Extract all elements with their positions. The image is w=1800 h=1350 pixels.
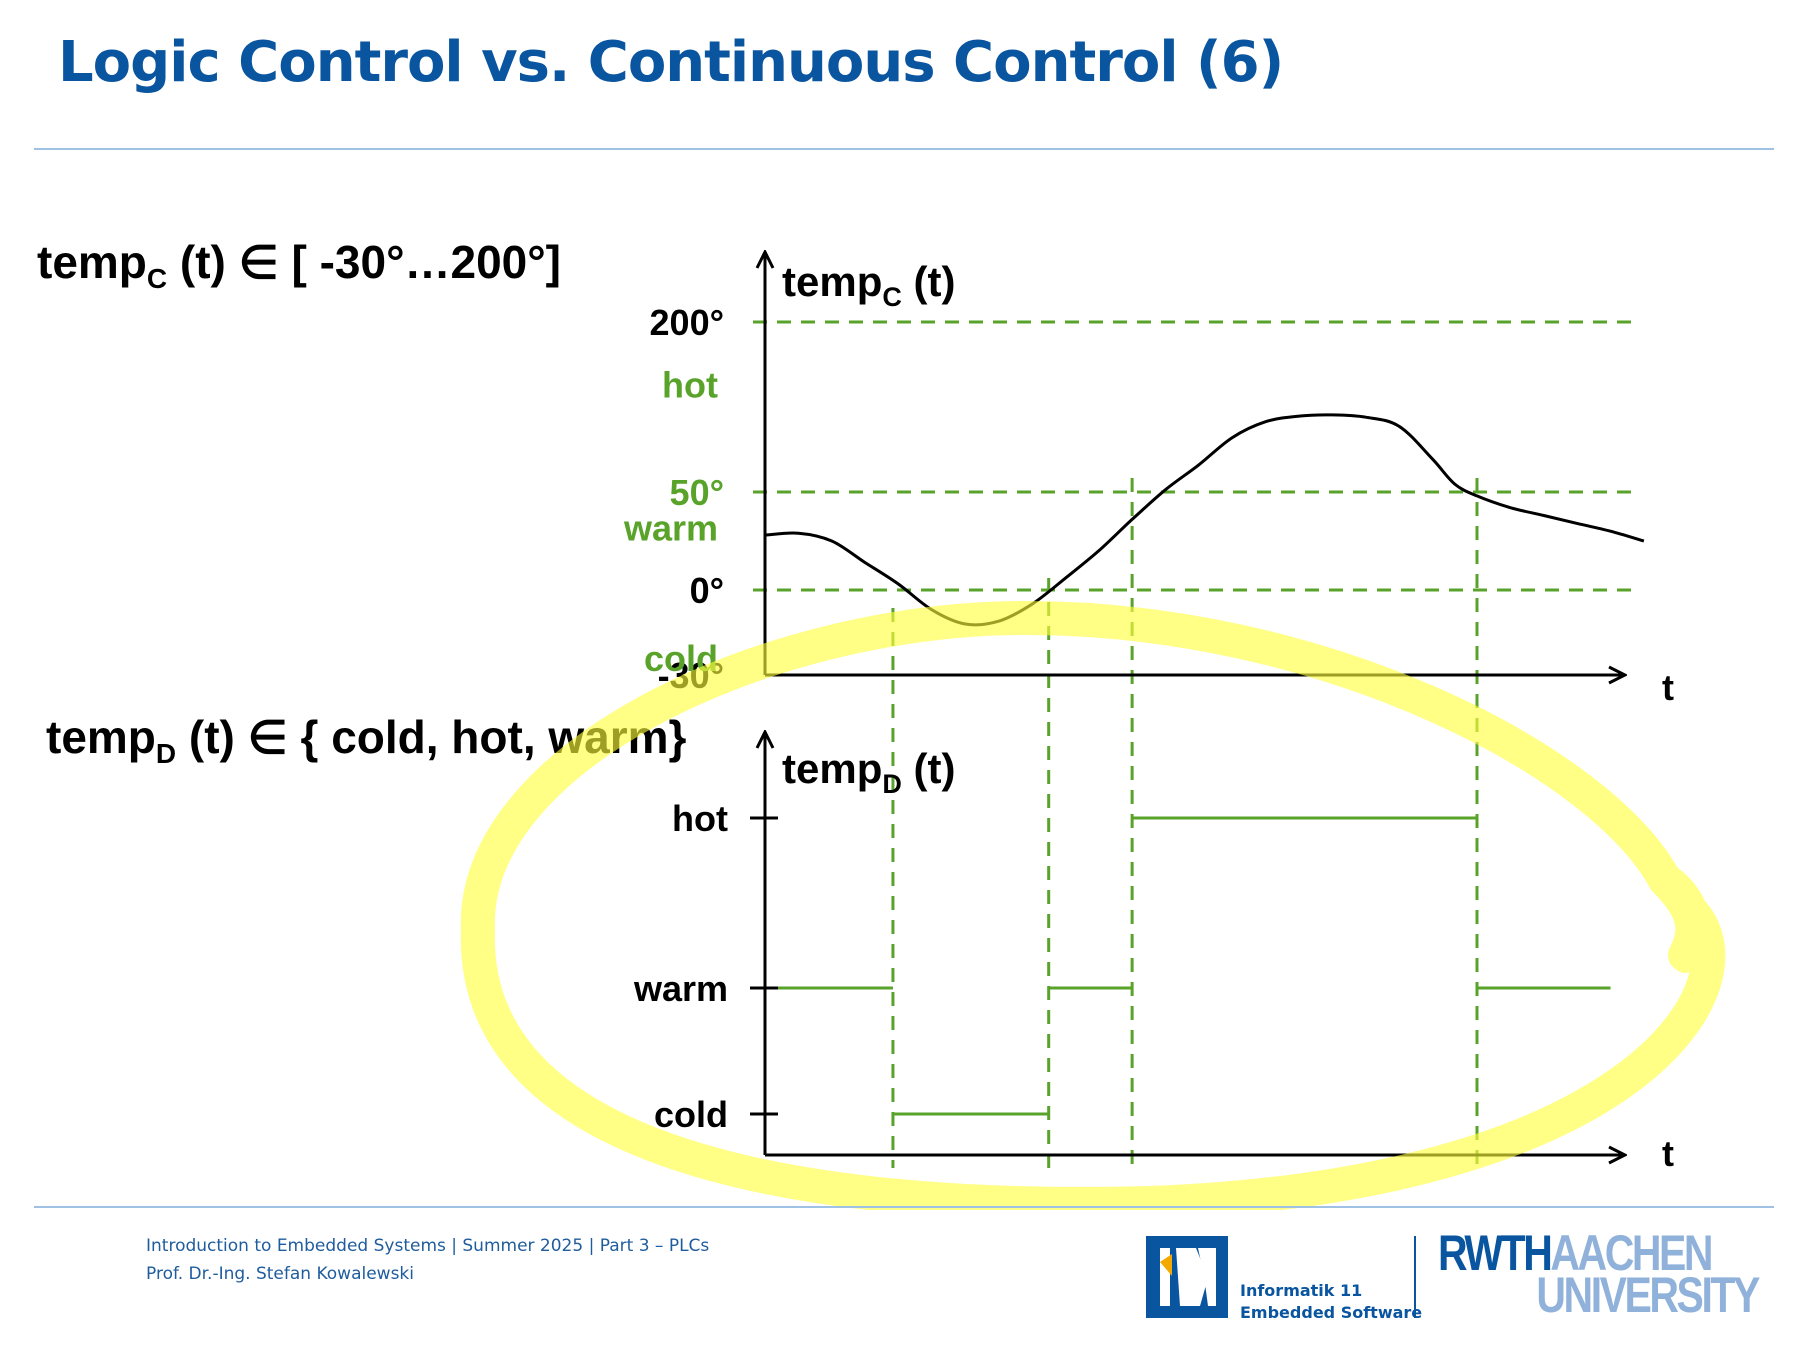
university-word: UNIVERSITY <box>1536 1267 1760 1323</box>
state-label-warm: warm <box>633 968 728 1009</box>
state-label-hot: hot <box>672 798 728 839</box>
temperature-curve <box>764 413 1645 627</box>
tick-label: 50° <box>670 472 724 513</box>
informatik-11-logo <box>1146 1236 1228 1318</box>
region-label-warm: warm <box>623 507 718 548</box>
title-divider <box>34 148 1774 150</box>
footer: Introduction to Embedded Systems | Summe… <box>146 1232 709 1288</box>
footer-course-line: Introduction to Embedded Systems | Summe… <box>146 1236 710 1256</box>
highlight-stroke-end <box>1652 862 1711 973</box>
eq-d-sub: D <box>155 738 177 769</box>
slide-title: Logic Control vs. Continuous Control (6) <box>58 30 1284 95</box>
continuous-y-label: tempC (t) <box>782 258 956 312</box>
highlight-stroke-main <box>460 600 1726 1210</box>
eq-c-rest: (t) ∈ [ -30°…200°] <box>167 236 561 288</box>
eq-c-base: temp <box>37 236 147 288</box>
continuous-x-label: t <box>1662 667 1674 708</box>
i11-line2: Embedded Software <box>1240 1303 1423 1322</box>
continuous-domain-equation: tempC (t) ∈ [ -30°…200°] <box>37 235 561 295</box>
highlight-layer <box>460 600 1726 1210</box>
axes-layer <box>750 252 1625 1155</box>
logo-divider <box>1414 1236 1416 1318</box>
label-layer: tempC (t)tempD (t)tt200°50°0°-30°hotwarm… <box>623 258 1674 1174</box>
informatik-11-label: Informatik 11 Embedded Software <box>1240 1280 1422 1324</box>
footer-author-line: Prof. Dr.-Ing. Stefan Kowalewski <box>146 1264 414 1284</box>
rwth-word: RWTH <box>1438 1225 1553 1281</box>
tick-label: 200° <box>650 302 724 343</box>
discrete-y-label: tempD (t) <box>782 745 956 799</box>
temperature-diagram: tempC (t)tempD (t)tt200°50°0°-30°hotwarm… <box>460 0 1726 1210</box>
eq-c-sub: C <box>146 263 168 294</box>
signal-layer <box>764 413 1645 1116</box>
i11-line1: Informatik 11 <box>1240 1281 1363 1300</box>
aachen-word: AACHEN <box>1550 1225 1713 1281</box>
region-label-hot: hot <box>662 364 718 405</box>
rwth-aachen-logo: RWTHAACHEN UNIVERSITY <box>1438 1228 1760 1323</box>
tick-label: 0° <box>690 570 724 611</box>
eq-d-base: temp <box>46 711 156 763</box>
highlighter-ellipse <box>460 600 1726 1210</box>
discrete-x-label: t <box>1662 1133 1674 1174</box>
footer-divider <box>34 1206 1774 1208</box>
state-label-cold: cold <box>654 1094 728 1135</box>
